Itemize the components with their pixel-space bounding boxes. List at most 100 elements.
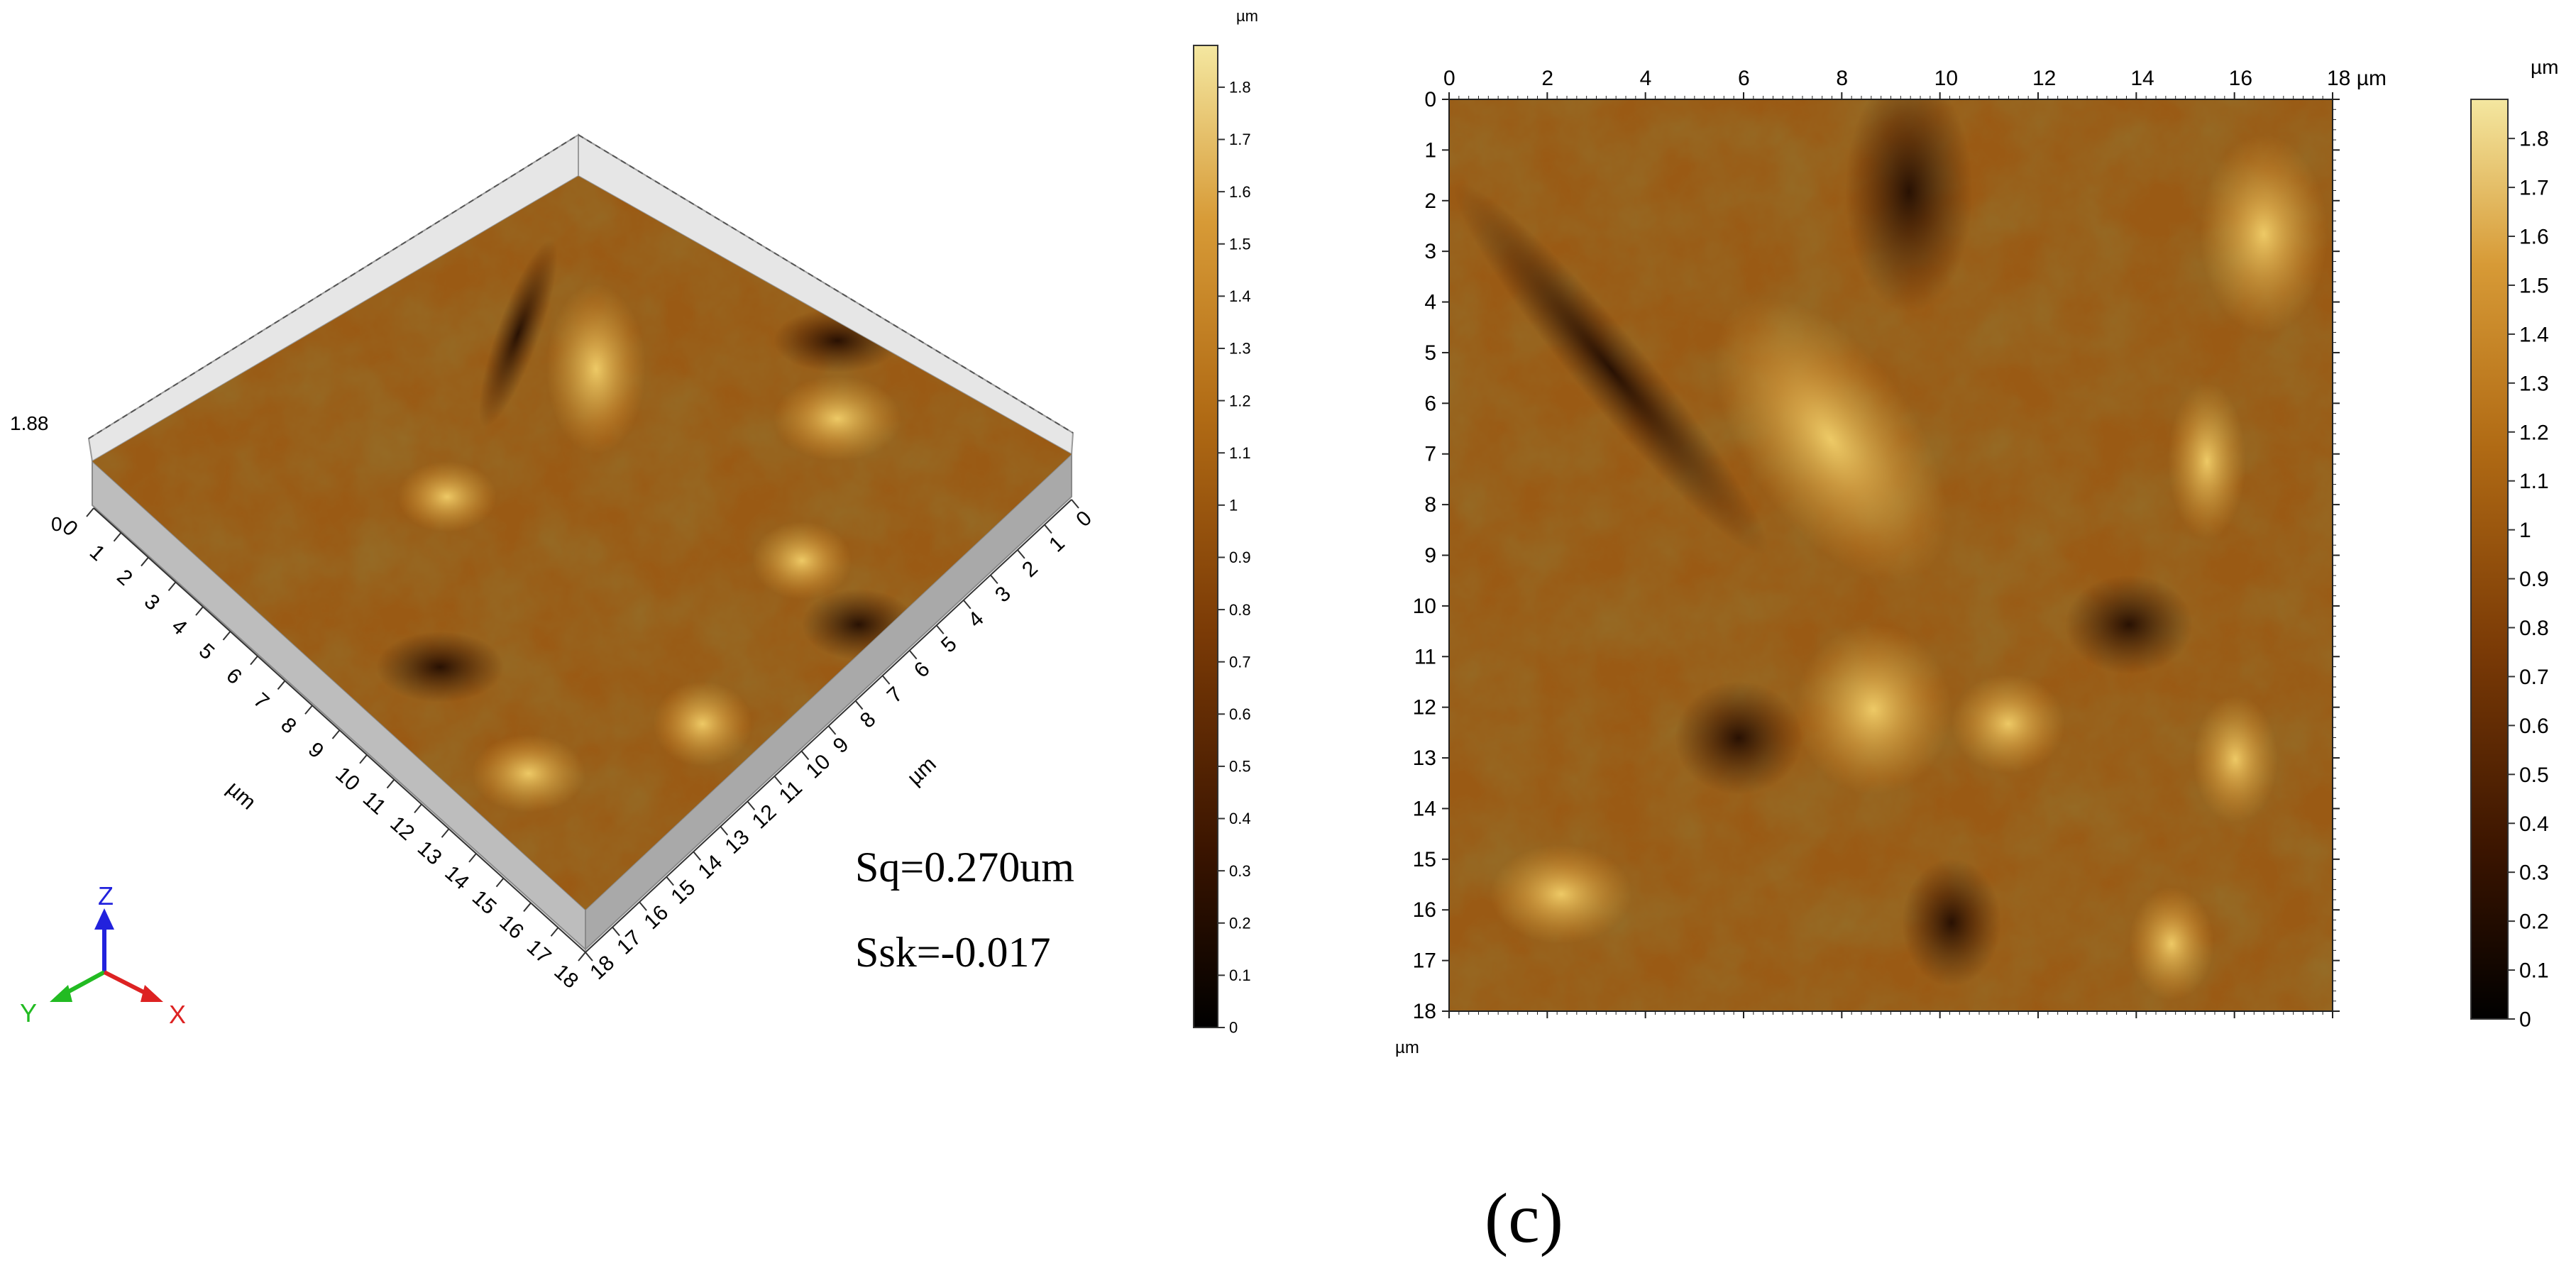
colorbar-tick-label: 0.5 (2519, 764, 2549, 787)
z-axis-max-label: 1.88 (10, 412, 49, 434)
right-axis-tick (935, 624, 945, 634)
colorbar-tick-label: 0.1 (1229, 966, 1251, 984)
right-axis-tick (800, 750, 810, 761)
y-axis-tick-label: 1 (1424, 138, 1436, 162)
left-axis-tick (441, 828, 450, 838)
colorbar-tick-label: 0.7 (1229, 653, 1251, 671)
right-axis-tick-label: 10 (802, 750, 835, 783)
colorbar-tick-label: 1.1 (1229, 444, 1251, 462)
colorbar-tick-label: 1.4 (2519, 323, 2549, 346)
right-axis-tick-label: 5 (937, 632, 962, 658)
right-axis-tick-label: 2 (1018, 556, 1042, 582)
colorbar-tick-label: 0.5 (1229, 758, 1251, 776)
left-axis-tick-label: 6 (221, 663, 246, 689)
y-axis-tick-label: 4 (1424, 291, 1436, 314)
colorbar-2d: µm 1.8 1.7 1.6 1.5 1.4 1.3 1.2 1.1 1 0.9 0.8 0.7 0.6… (2470, 56, 2558, 1032)
x-axis-tick-label: 8 (1836, 67, 1848, 90)
left-axis-tick-label: 9 (304, 738, 328, 764)
right-axis-tick (1017, 549, 1025, 559)
y-axis-tick-label: 3 (1424, 240, 1436, 263)
right-axis-tick-label: 7 (883, 683, 908, 708)
y-axis-tick-label: 6 (1424, 392, 1436, 415)
left-axis-tick-label: 17 (522, 935, 556, 969)
right-axis-tick-label: 13 (721, 825, 754, 859)
x-axis-tick-label: 4 (1640, 67, 1652, 90)
left-axis-tick (523, 902, 532, 913)
right-axis-unit-label: µm (903, 752, 940, 790)
triad-y-label: Y (20, 998, 37, 1028)
y-axis-tick-label: 9 (1424, 544, 1436, 568)
colorbar-tick-label: 1.4 (1229, 287, 1251, 305)
figure-label: (c) (1485, 1179, 1563, 1257)
colorbar-3d-ticks: 1.8 1.7 1.6 1.5 1.4 1.3 1.2 1.1 1 0.9 0.8 0.7 0.6 0.5… (1218, 79, 1251, 1037)
right-axis-tick-label: 17 (612, 926, 646, 959)
colorbar-tick-label: 0.4 (2519, 812, 2549, 836)
y-axis-tick-label: 12 (1413, 696, 1436, 720)
x-axis-tick-label: 10 (1934, 67, 1958, 90)
x-axis-tick-label: 16 (2229, 67, 2252, 90)
left-axis-tick-label: 13 (413, 837, 446, 870)
right-axis-tick-label: 0 (1072, 507, 1096, 532)
right-axis-tick-label: 6 (910, 657, 935, 683)
colorbar-3d-unit: µm (1236, 7, 1258, 25)
colorbar-2d-gradient (2470, 99, 2509, 1020)
left-axis-tick-label: 7 (249, 688, 273, 714)
right-axis-tick-label: 12 (748, 800, 781, 834)
right-axis-tick-label: 16 (639, 900, 673, 934)
right-axis-tick (854, 700, 864, 710)
colorbar-tick-label: 1.1 (2519, 470, 2549, 493)
colorbar-tick-label: 0.8 (1229, 601, 1251, 619)
y-axis-tick-label: 15 (1413, 848, 1436, 871)
right-axis-tick-label: 4 (964, 607, 989, 632)
x-axis-tick-label: 18 µm (2327, 67, 2387, 90)
right-axis-tick (639, 901, 647, 911)
right-axis-tick (963, 600, 971, 610)
colorbar-tick-label: 1.7 (2519, 177, 2549, 200)
colorbar-tick-label: 0.9 (1229, 549, 1251, 566)
y-axis-tick-label: 2 (1424, 189, 1436, 213)
height-map-y-unit: µm (1395, 1038, 1419, 1057)
right-axis-tick (747, 800, 756, 810)
left-axis-tick-label: 5 (194, 639, 219, 665)
surface-3d-topography (92, 176, 1072, 910)
left-axis-tick (331, 729, 341, 739)
left-axis-tick (250, 656, 258, 666)
left-axis-tick (113, 532, 122, 542)
z-axis-min-label: 0 (51, 513, 62, 535)
colorbar-tick-label: 0.3 (1229, 862, 1251, 880)
left-axis-tick-label: 8 (276, 713, 300, 739)
colorbar-tick-label: 1.6 (1229, 183, 1251, 201)
colorbar-tick-label: 0.8 (2519, 617, 2549, 640)
left-axis-tick-label: 12 (385, 812, 419, 845)
y-axis-tick-label: 18 (1413, 1000, 1436, 1023)
left-axis-tick (141, 556, 149, 567)
colorbar-3d: µm 1.8 1.7 1.6 1.5 1.4 1.3 1.2 1.1 1 0.9 0.8 0.7 0.6… (1193, 7, 1258, 1037)
colorbar-tick-label: 0.9 (2519, 568, 2549, 591)
colorbar-tick-label: 1.3 (2519, 372, 2549, 395)
left-axis-tick (195, 606, 204, 616)
right-axis-tick-label: 14 (693, 850, 727, 883)
y-axis-tick-label: 5 (1424, 341, 1436, 365)
left-axis-tick (222, 631, 231, 641)
triad-x-label: X (169, 1000, 186, 1029)
right-axis-tick (990, 574, 998, 584)
coordinate-triad: Z Y X (20, 881, 186, 1029)
right-axis-tick (693, 851, 701, 861)
colorbar-tick-label: 0.6 (1229, 705, 1251, 723)
colorbar-tick-label: 0 (2519, 1008, 2531, 1032)
height-map-x-axis: 0 2 4 6 8 10 12 14 16 18 µm (1443, 67, 2387, 1018)
y-axis-tick-label: 17 (1413, 949, 1436, 973)
colorbar-tick-label: 0.4 (1229, 810, 1251, 827)
y-axis-tick-label: 8 (1424, 493, 1436, 517)
right-axis-tick-label: 18 (585, 951, 619, 984)
left-axis-tick (468, 853, 477, 863)
left-axis-tick-label: 1 (85, 540, 109, 566)
y-axis-tick-label: 7 (1424, 443, 1436, 466)
colorbar-tick-label: 1.6 (2519, 226, 2549, 249)
left-axis-tick-label: 16 (495, 910, 528, 944)
colorbar-tick-label: 1 (1229, 497, 1238, 514)
right-axis-tick (1044, 524, 1052, 534)
colorbar-tick-label: 0.2 (2519, 910, 2549, 934)
right-axis-tick (774, 776, 783, 786)
